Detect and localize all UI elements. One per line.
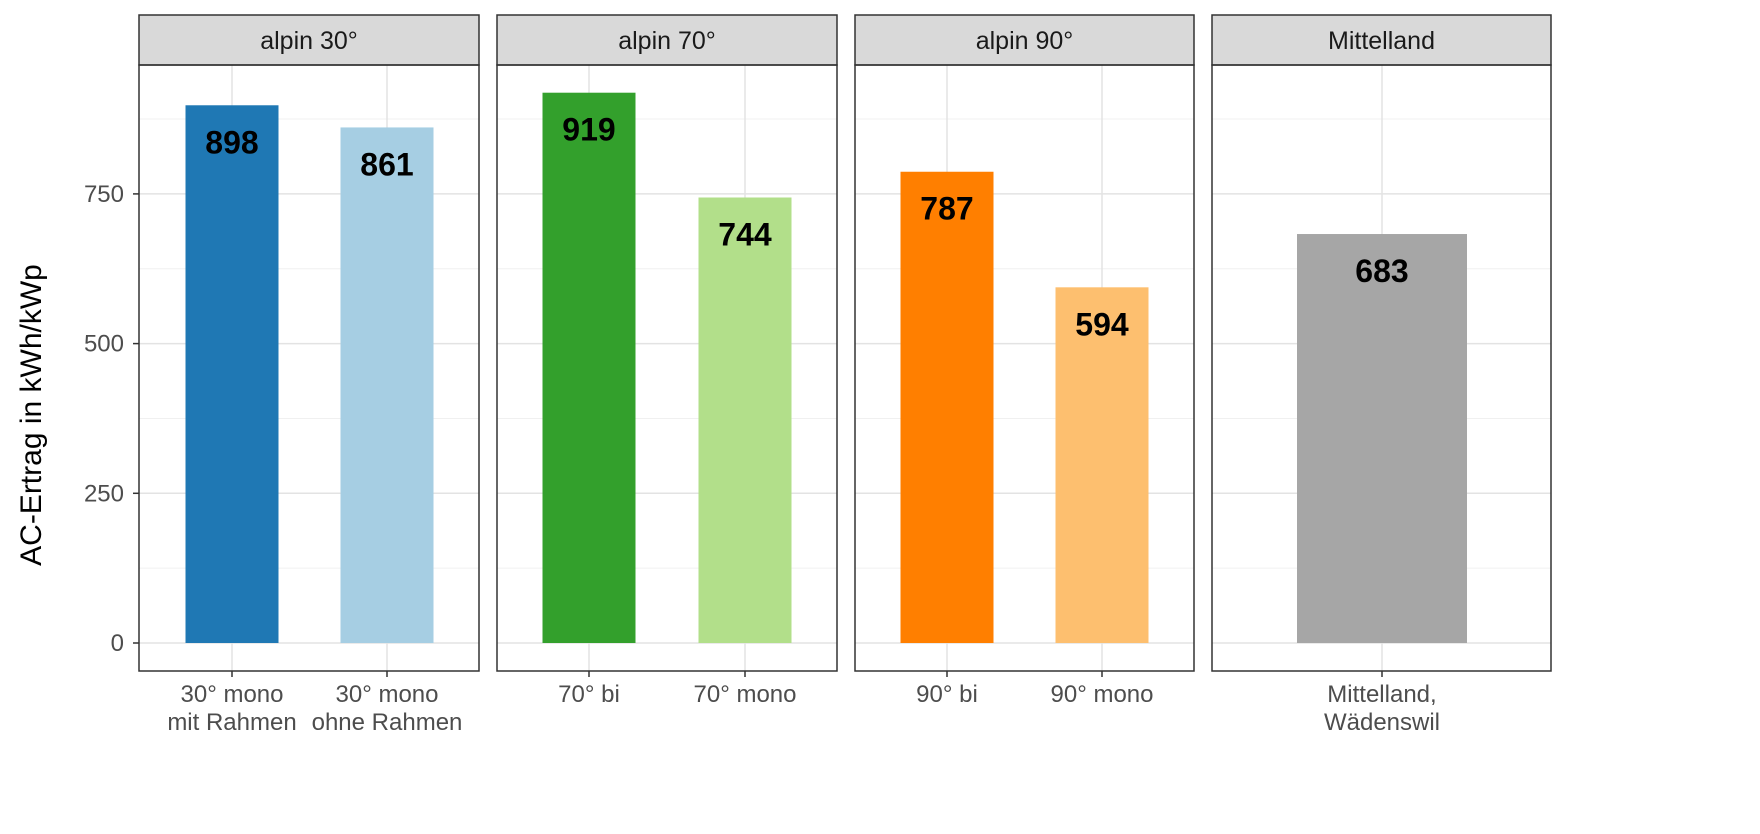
x-tick-label-line: 90° mono — [1051, 681, 1154, 708]
data-label: 594 — [1075, 306, 1129, 342]
facet-strip — [138, 14, 480, 66]
facet-panel: Mittelland 683 Mittelland, Wädenswil — [1211, 14, 1552, 736]
x-tick-label: 30° mono mit Rahmen — [167, 681, 296, 736]
data-label: 898 — [205, 124, 258, 160]
x-tick-label-line: 70° mono — [694, 681, 797, 708]
x-tick-label-line: 90° bi — [916, 681, 978, 708]
bar — [1055, 287, 1149, 643]
y-axis-title: AC-Ertrag in kWh/kWp — [15, 264, 48, 566]
y-axis-ticks: 0 250 500 750 — [84, 181, 139, 657]
x-tick-label-line: ohne Rahmen — [312, 709, 463, 736]
panel-border — [496, 64, 838, 672]
x-tick-label: 70° bi — [558, 681, 620, 708]
x-tick-label-line: 30° mono — [336, 681, 439, 708]
y-tick-label: 0 — [111, 630, 124, 657]
data-label: 683 — [1355, 253, 1408, 289]
y-tick-label: 250 — [84, 480, 124, 507]
x-tick-label: 70° mono — [694, 681, 797, 708]
data-label: 919 — [562, 112, 615, 148]
bar — [185, 105, 279, 644]
facet-title: alpin 30° — [260, 27, 358, 55]
y-tick-label: 750 — [84, 181, 124, 208]
x-tick-label-line: 70° bi — [558, 681, 620, 708]
facet-panel: alpin 90° 787 90° bi 594 90° mono — [854, 14, 1195, 708]
bar — [542, 92, 636, 643]
facet-panel: alpin 70° 919 70° bi 744 70° mono — [496, 14, 838, 708]
x-tick-label: 90° mono — [1051, 681, 1154, 708]
x-tick-label-line: Mittelland, — [1327, 681, 1436, 708]
facet-strip — [496, 14, 838, 66]
x-tick-label: 90° bi — [916, 681, 978, 708]
panel-border — [1211, 64, 1552, 672]
bar — [1297, 234, 1467, 644]
x-tick-label-line: 30° mono — [181, 681, 284, 708]
x-tick-label-line: mit Rahmen — [167, 709, 296, 736]
data-label: 744 — [718, 216, 772, 252]
facet-strip — [854, 14, 1195, 66]
facet-strip — [1211, 14, 1552, 66]
panel-border — [138, 64, 480, 672]
panel-border — [854, 64, 1195, 672]
x-tick-label: Mittelland, Wädenswil — [1324, 681, 1440, 736]
facet-title: Mittelland — [1328, 27, 1435, 55]
facet-title: alpin 90° — [976, 27, 1074, 55]
y-tick-label: 500 — [84, 331, 124, 358]
bar — [900, 171, 994, 644]
data-label: 861 — [360, 146, 413, 182]
bar — [340, 127, 434, 643]
x-tick-label-line: Wädenswil — [1324, 709, 1440, 736]
bar — [698, 197, 792, 643]
data-label: 787 — [920, 191, 973, 227]
x-tick-label: 30° mono ohne Rahmen — [312, 681, 463, 736]
facet-title: alpin 70° — [618, 27, 716, 55]
